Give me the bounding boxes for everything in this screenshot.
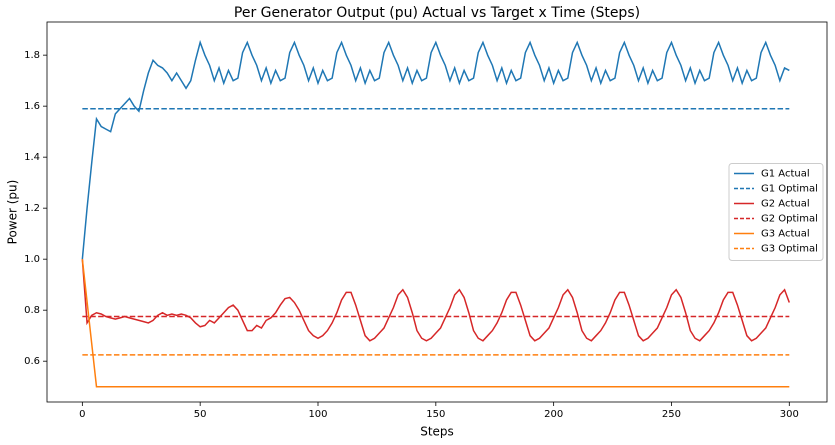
- y-tick-label: 1.4: [24, 152, 40, 163]
- series-line: [81, 259, 791, 342]
- y-tick-label: 1.6: [24, 101, 40, 112]
- legend-label: G1 Actual: [761, 169, 810, 180]
- x-tick-label: 100: [308, 409, 327, 420]
- x-tick-label: 150: [426, 409, 445, 420]
- legend-label: G3 Optimal: [761, 244, 818, 255]
- x-tick-label: 200: [544, 409, 563, 420]
- plot-frame: [46, 21, 828, 403]
- series-line: [81, 39, 790, 260]
- y-tick-label: 1.0: [24, 254, 40, 265]
- y-tick-label: 1.2: [24, 203, 40, 214]
- y-axis-label: Power (pu): [6, 180, 20, 245]
- x-tick-label: 0: [79, 409, 85, 420]
- x-tick-label: 250: [662, 409, 681, 420]
- legend-label: G3 Actual: [761, 229, 810, 240]
- x-tick-label: 300: [780, 409, 799, 420]
- x-tick-label: 50: [194, 409, 207, 420]
- legend-label: G1 Optimal: [761, 184, 818, 195]
- legend-label: G2 Actual: [761, 199, 810, 210]
- y-tick-label: 0.8: [24, 305, 40, 316]
- y-tick-label: 1.8: [24, 50, 40, 61]
- x-axis-label: Steps: [420, 425, 454, 439]
- y-tick-label: 0.6: [24, 356, 40, 367]
- legend-label: G2 Optimal: [761, 214, 818, 225]
- chart-title: Per Generator Output (pu) Actual vs Targ…: [234, 5, 640, 21]
- series-line: [81, 259, 790, 388]
